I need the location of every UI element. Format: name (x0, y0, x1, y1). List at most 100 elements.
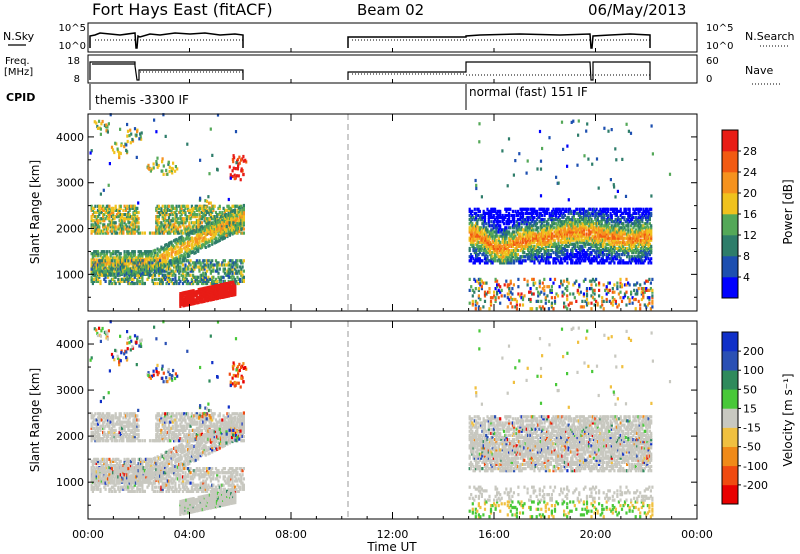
power-cell (173, 271, 176, 275)
power-cell (648, 296, 651, 300)
power-cell (157, 206, 160, 210)
power-cell (227, 263, 230, 267)
power-cell (598, 288, 601, 292)
power-cell (227, 261, 230, 265)
power-cell (633, 238, 636, 242)
power-cell (587, 224, 591, 228)
power-cell (166, 254, 169, 258)
power-cell (532, 244, 535, 248)
power-cell (180, 204, 183, 208)
power-cell (171, 269, 174, 273)
power-cell (217, 206, 220, 210)
power-cell (108, 206, 111, 210)
power-cell (627, 228, 630, 232)
power-cell (521, 244, 525, 248)
power-cell (190, 279, 193, 283)
power-cell (162, 273, 166, 277)
power-cell (94, 215, 97, 219)
power-cell (573, 224, 577, 228)
power-cell (115, 231, 119, 235)
power-cell (579, 222, 582, 226)
power-cell (104, 275, 107, 279)
power-cell (169, 208, 172, 212)
power-cell (218, 234, 221, 238)
power-cell (582, 220, 585, 224)
power-cell (218, 238, 221, 242)
power-cell (166, 271, 169, 275)
power-cell (107, 217, 110, 221)
power-cell (206, 281, 209, 286)
power-cell (198, 217, 201, 221)
power-cell (500, 228, 503, 232)
power-cell (136, 266, 139, 270)
power-cell (546, 232, 549, 236)
power-cell (543, 285, 546, 289)
power-cell (475, 259, 478, 263)
power-cell (91, 213, 94, 217)
power-cell (599, 211, 602, 215)
power-cell (208, 229, 211, 233)
power-cell (155, 269, 158, 273)
power-cell (533, 232, 536, 236)
power-cell (165, 267, 168, 271)
power-cell (495, 246, 498, 251)
power-cell (641, 251, 644, 255)
power-cell (490, 255, 493, 259)
power-cell (137, 258, 140, 262)
power-cell (227, 232, 230, 236)
power-cell (637, 236, 640, 240)
power-cell (647, 246, 650, 251)
power-cell (118, 256, 121, 260)
power-cell (628, 283, 631, 287)
power-cell (632, 240, 635, 244)
power-cell (499, 246, 502, 251)
power-cell (171, 277, 174, 281)
power-cell (598, 213, 601, 218)
power-cell (586, 122, 589, 126)
power-cell (528, 222, 531, 226)
power-cell (161, 269, 164, 273)
power-cell (601, 261, 604, 265)
power-cell (491, 234, 494, 238)
power-cell (118, 219, 121, 223)
power-cell (589, 230, 592, 234)
power-cell (491, 232, 494, 236)
power-cell (170, 204, 173, 208)
power-cell (132, 210, 135, 215)
power-cell (471, 301, 474, 305)
power-cell (575, 228, 578, 232)
power-cell (642, 232, 645, 236)
power-cell (187, 252, 190, 256)
power-cell (548, 244, 551, 248)
power-cell (181, 242, 185, 247)
power-cell (647, 213, 650, 218)
power-cell (558, 230, 561, 234)
power-cell (640, 292, 643, 296)
power-cell (213, 227, 216, 231)
power-cell (614, 238, 617, 242)
power-cell (500, 251, 503, 255)
power-cell (580, 226, 583, 230)
power-cell (483, 220, 487, 224)
power-cell (108, 204, 111, 208)
power-cell (469, 255, 473, 259)
power-cell (187, 267, 190, 271)
power-cell (524, 228, 527, 232)
power-cell (188, 241, 191, 245)
power-cell (528, 240, 531, 244)
power-cell (599, 251, 602, 255)
power-cell (508, 222, 511, 226)
power-cell (631, 251, 634, 255)
power-cell (115, 254, 119, 258)
cpid-strip: CPID themis -3300 IF normal (fast) 151 I… (6, 84, 588, 110)
power-cell (603, 224, 606, 228)
power-cell (117, 267, 120, 271)
power-cell (598, 255, 601, 259)
power-cell (200, 265, 204, 269)
power-cell (515, 244, 518, 248)
power-cell (579, 224, 582, 228)
power-cell (486, 228, 489, 232)
power-cell (477, 277, 480, 281)
power-cell (634, 234, 637, 238)
power-cell (493, 294, 496, 298)
